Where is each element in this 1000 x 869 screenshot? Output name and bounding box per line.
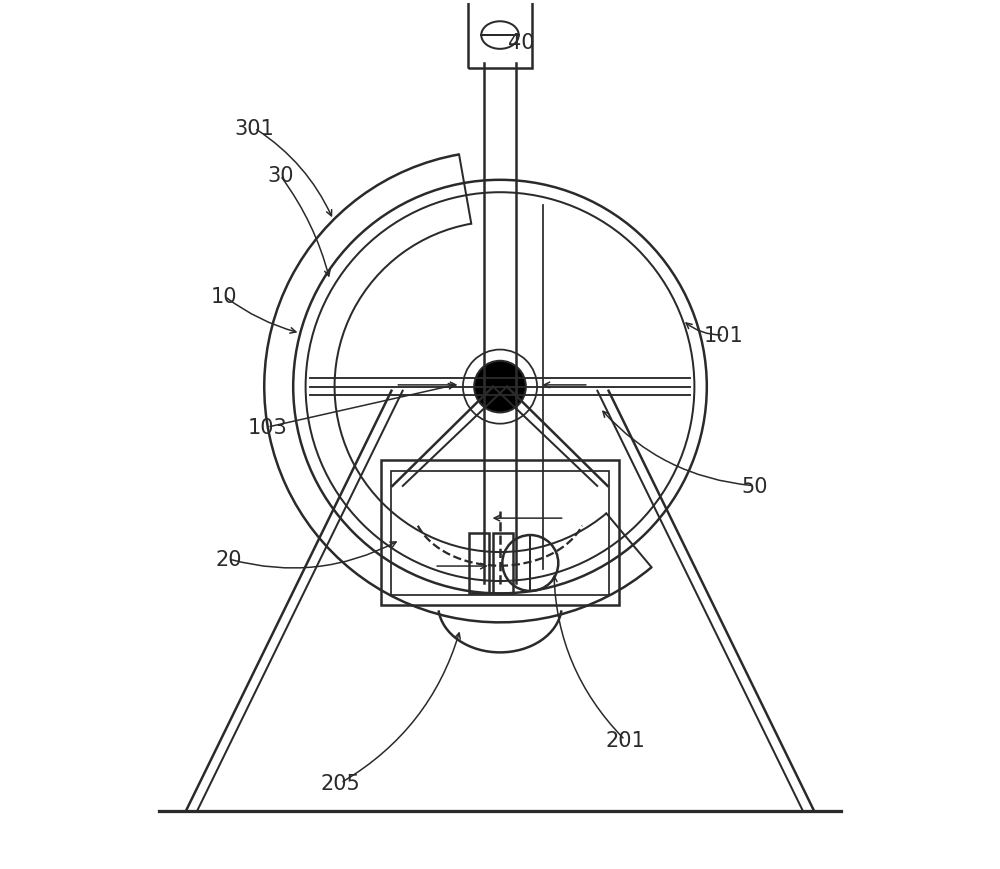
Bar — [381, 461, 619, 606]
Text: 103: 103 — [247, 418, 287, 438]
Text: 101: 101 — [704, 326, 744, 346]
Text: 301: 301 — [235, 119, 274, 139]
Text: 10: 10 — [211, 287, 238, 307]
Text: 205: 205 — [321, 773, 360, 793]
Text: 201: 201 — [605, 730, 645, 750]
Bar — [493, 533, 513, 594]
Text: 40: 40 — [508, 33, 535, 53]
Circle shape — [474, 362, 526, 413]
Text: 30: 30 — [267, 166, 294, 186]
Bar — [469, 533, 489, 594]
Bar — [468, 0, 532, 69]
Text: 50: 50 — [741, 476, 767, 496]
Text: 20: 20 — [215, 549, 242, 569]
Bar — [391, 471, 609, 595]
